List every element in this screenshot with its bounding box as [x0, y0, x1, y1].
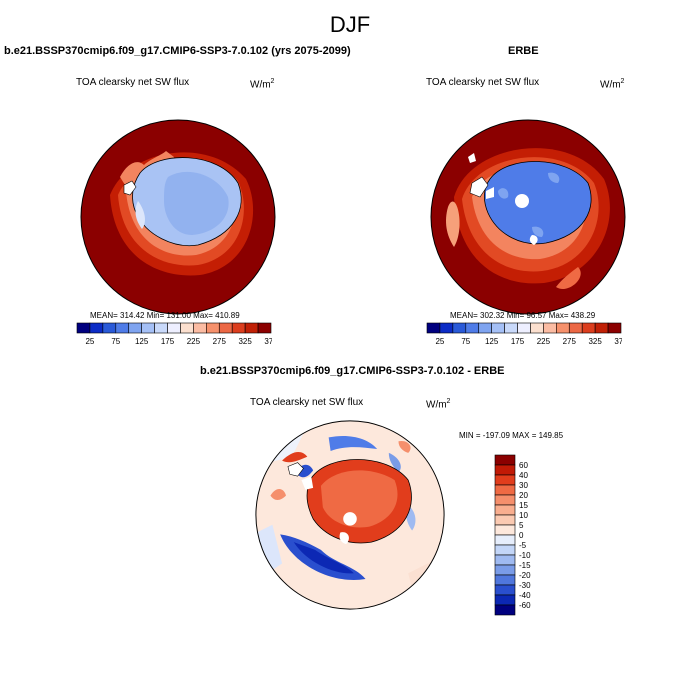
panel3-colorbar-swatch [494, 494, 516, 506]
panel3-colorbar-swatch [494, 534, 516, 546]
panel3-colorbar-swatch [494, 584, 516, 596]
panel3-colorbar-tick-label: -5 [519, 541, 527, 550]
panel3-colorbar-swatch [494, 454, 516, 466]
panel2-stats: MEAN= 302.32 Min= 96.57 Max= 438.29 [450, 311, 596, 320]
panel3-colorbar-swatch [494, 514, 516, 526]
panel2-colorbar-swatch [439, 322, 454, 334]
panel2-colorbar-swatch [478, 322, 492, 334]
panel1-colorbar-swatch [193, 322, 207, 334]
panel1-polar-map [80, 119, 276, 315]
panel1-colorbar: 25 75 125 175 225 275 325 375 [76, 322, 272, 346]
panel2-colorbar-swatch [452, 322, 467, 334]
panel1-colorbar-tick-label: 325 [238, 337, 252, 346]
panel2-colorbar-tick-label: 225 [537, 337, 551, 346]
panel2-colorbar-swatch [517, 322, 531, 334]
panel2-units: W/m2 [600, 78, 625, 91]
panel1-colorbar-tick-label: 375 [264, 337, 272, 346]
panel1-units: W/m2 [250, 78, 275, 91]
panel2-colorbar-swatch [530, 322, 544, 334]
panel2-colorbar-swatch [491, 322, 505, 334]
panel3-colorbar-tick-label: 60 [519, 461, 528, 470]
panel3-colorbar-tick-label: 15 [519, 501, 528, 510]
panel3-colorbar-tick-label: 10 [519, 511, 528, 520]
panel1-colorbar-swatch [115, 322, 130, 334]
panel3-units: W/m2 [426, 398, 451, 411]
panel1-colorbar-swatch [76, 322, 91, 334]
panel1-variable-label: TOA clearsky net SW flux [76, 77, 190, 88]
panel2-colorbar-swatch [568, 322, 583, 334]
panel3-colorbar-tick-label: -60 [519, 601, 531, 610]
panel1-colorbar-swatch [141, 322, 155, 334]
panel1-colorbar-swatch [206, 322, 220, 334]
panel3-colorbar-tick-label: -20 [519, 571, 531, 580]
panel2-colorbar-swatch [465, 322, 480, 334]
panel3-colorbar-tick-label: 0 [519, 531, 524, 540]
panel3-colorbar-swatch [494, 504, 516, 516]
panel1-colorbar-tick-label: 175 [161, 337, 175, 346]
panel3-colorbar-swatch [494, 474, 516, 486]
panel3-colorbar-tick-label: 30 [519, 481, 528, 490]
panel1-colorbar-swatch [231, 322, 246, 334]
panel3-colorbar-tick-label: -10 [519, 551, 531, 560]
panel1-stats: MEAN= 314.42 Min= 131.00 Max= 410.89 [90, 311, 240, 320]
panel3-colorbar-tick-label: 20 [519, 491, 528, 500]
panel2-variable-label: TOA clearsky net SW flux [426, 77, 540, 88]
panel3-colorbar-swatch [494, 554, 516, 566]
panel1-colorbar-swatch [244, 322, 259, 334]
panel1-colorbar-tick-label: 125 [135, 337, 149, 346]
panel3-colorbar-tick-label: 5 [519, 521, 524, 530]
panel3-colorbar-swatch [494, 484, 516, 496]
panel1-colorbar-tick-label: 75 [111, 337, 120, 346]
panel2-colorbar-swatch [581, 322, 596, 334]
panel3-colorbar-swatch [494, 564, 516, 576]
panel3-colorbar-swatch [494, 604, 516, 616]
panel3-title: b.e21.BSSP370cmip6.f09_g17.CMIP6-SSP3-7.… [200, 365, 505, 377]
panel2-colorbar-swatch [594, 322, 609, 334]
panel3-colorbar-swatch [494, 524, 516, 536]
panel2-colorbar-tick-label: 75 [461, 337, 470, 346]
panel2-colorbar-swatch [504, 322, 518, 334]
panel1-colorbar-tick-label: 275 [213, 337, 227, 346]
panel1-colorbar-swatch [128, 322, 142, 334]
panel1-colorbar-swatch [180, 322, 194, 334]
panel2-polar-map [430, 119, 626, 315]
panel2-colorbar-tick-label: 275 [563, 337, 577, 346]
panel1-colorbar-swatch [218, 322, 233, 334]
panel3-colorbar-tick-label: 40 [519, 471, 528, 480]
panel3-colorbar-swatch [494, 594, 516, 606]
panel3-colorbar-swatch [494, 464, 516, 476]
panel2-colorbar-tick-label: 125 [485, 337, 499, 346]
panel1-colorbar-swatch [89, 322, 104, 334]
panel2-colorbar-tick-label: 175 [511, 337, 525, 346]
panel2-title: ERBE [508, 45, 539, 57]
panel3-colorbar-tick-label: -40 [519, 591, 531, 600]
panel1-colorbar-swatch [167, 322, 181, 334]
panel2-colorbar: 25 75 125 175 225 275 325 375 [426, 322, 622, 346]
figure-title: DJF [329, 12, 371, 37]
panel2-colorbar-tick-label: 375 [614, 337, 622, 346]
panel2-colorbar-tick-label: 25 [435, 337, 444, 346]
panel3-variable-label: TOA clearsky net SW flux [250, 397, 364, 408]
panel1-colorbar-swatch [102, 322, 117, 334]
panel3-colorbar-swatch [494, 544, 516, 556]
panel3-colorbar-tick-label: -15 [519, 561, 531, 570]
panel2-colorbar-swatch [426, 322, 441, 334]
panel2-colorbar-swatch [543, 322, 557, 334]
panel3-polar-map [255, 420, 445, 610]
panel3-colorbar-tick-label: -30 [519, 581, 531, 590]
panel1-colorbar-swatch [154, 322, 168, 334]
panel1-colorbar-swatch [257, 322, 272, 334]
panel3-colorbar-swatch [494, 574, 516, 586]
panel1-title: b.e21.BSSP370cmip6.f09_g17.CMIP6-SSP3-7.… [4, 45, 351, 57]
panel1-colorbar-tick-label: 225 [187, 337, 201, 346]
panel2-colorbar-tick-label: 325 [588, 337, 602, 346]
panel3-stats: MIN = -197.09 MAX = 149.85 [459, 431, 564, 440]
panel2-colorbar-swatch [607, 322, 622, 334]
panel2-colorbar-swatch [556, 322, 570, 334]
panel1-colorbar-tick-label: 25 [85, 337, 94, 346]
